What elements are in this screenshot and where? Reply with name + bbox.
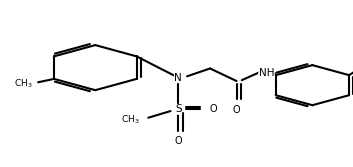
Text: CH$_3$: CH$_3$ [14, 78, 33, 90]
Text: N: N [174, 73, 182, 83]
Text: NH: NH [259, 68, 274, 78]
Text: O: O [233, 105, 240, 115]
Text: S: S [175, 104, 181, 114]
Text: O: O [209, 104, 217, 114]
Text: O: O [174, 136, 182, 146]
Text: CH$_3$: CH$_3$ [121, 113, 139, 126]
